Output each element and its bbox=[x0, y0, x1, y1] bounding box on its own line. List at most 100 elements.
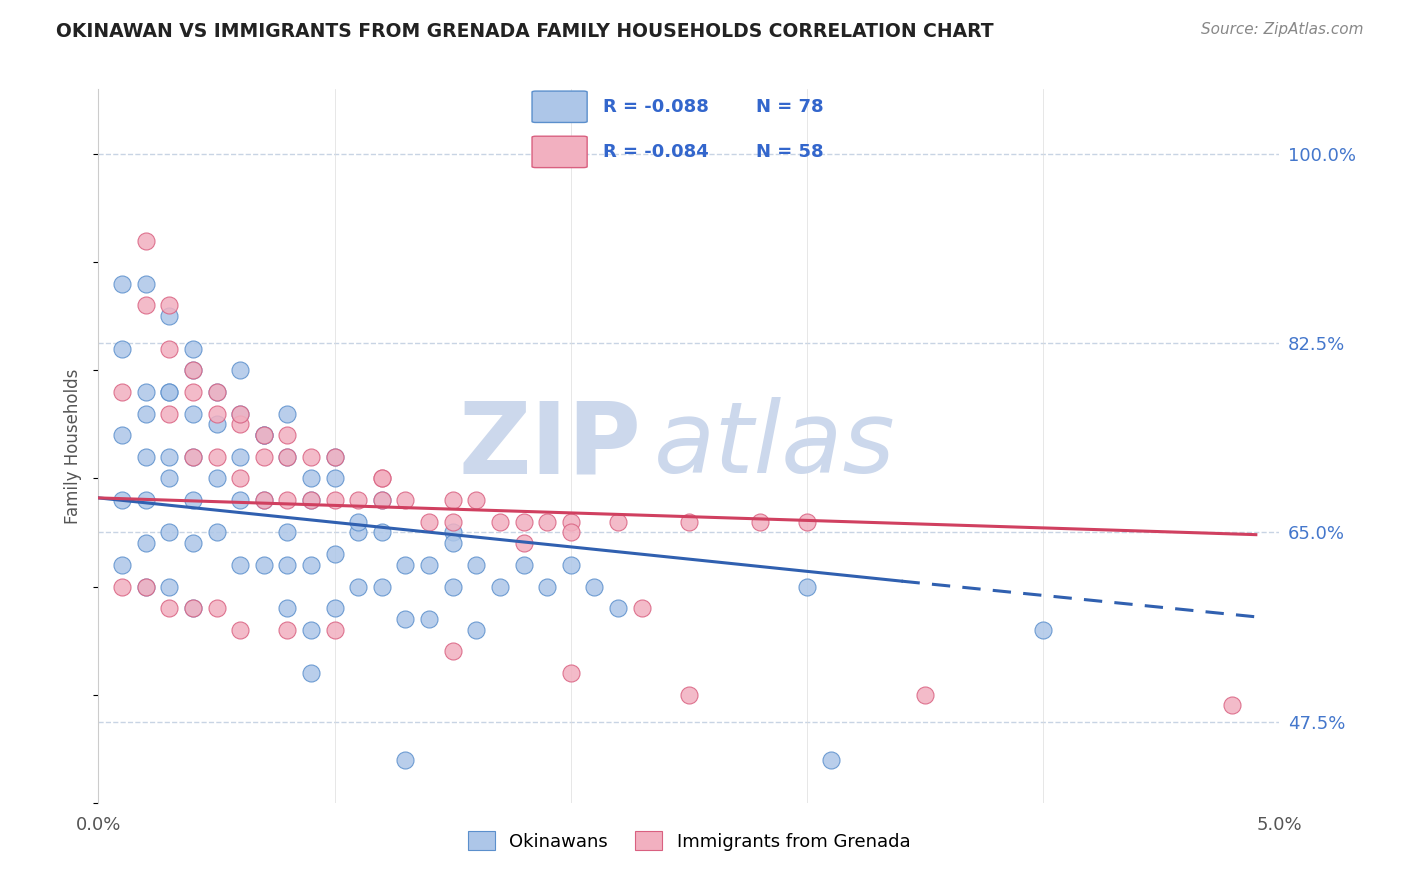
Point bbox=[205, 407, 228, 421]
Point bbox=[111, 580, 134, 594]
Point bbox=[157, 298, 180, 312]
Point bbox=[135, 580, 157, 594]
Y-axis label: Family Households: Family Households bbox=[65, 368, 83, 524]
Point bbox=[157, 525, 180, 540]
Point bbox=[394, 493, 416, 508]
Point bbox=[323, 450, 346, 464]
Point bbox=[181, 363, 204, 377]
Point bbox=[441, 493, 464, 508]
Point bbox=[512, 515, 534, 529]
Point bbox=[276, 601, 298, 615]
Point bbox=[229, 407, 252, 421]
Point bbox=[135, 580, 157, 594]
Point bbox=[418, 558, 440, 572]
Point bbox=[157, 601, 180, 615]
Point bbox=[536, 580, 558, 594]
Point bbox=[512, 558, 534, 572]
Point bbox=[205, 450, 228, 464]
Point bbox=[135, 536, 157, 550]
Point bbox=[253, 558, 276, 572]
Point bbox=[253, 428, 276, 442]
Point bbox=[347, 525, 370, 540]
Point bbox=[371, 493, 394, 508]
Point bbox=[441, 536, 464, 550]
Point bbox=[157, 310, 180, 324]
Text: R = -0.084: R = -0.084 bbox=[603, 143, 709, 161]
Point bbox=[229, 493, 252, 508]
Point bbox=[181, 450, 204, 464]
Point bbox=[181, 384, 204, 399]
Point bbox=[181, 363, 204, 377]
Point bbox=[1032, 623, 1054, 637]
Point bbox=[157, 384, 180, 399]
Point bbox=[299, 471, 322, 485]
Point bbox=[394, 612, 416, 626]
Point bbox=[512, 536, 534, 550]
Point bbox=[418, 612, 440, 626]
Point bbox=[205, 384, 228, 399]
Point bbox=[299, 450, 322, 464]
Point bbox=[276, 623, 298, 637]
Text: N = 58: N = 58 bbox=[756, 143, 824, 161]
Point bbox=[135, 493, 157, 508]
Text: OKINAWAN VS IMMIGRANTS FROM GRENADA FAMILY HOUSEHOLDS CORRELATION CHART: OKINAWAN VS IMMIGRANTS FROM GRENADA FAMI… bbox=[56, 22, 994, 41]
Point bbox=[560, 525, 582, 540]
Point bbox=[394, 753, 416, 767]
Point bbox=[371, 471, 394, 485]
Point bbox=[111, 428, 134, 442]
Point bbox=[229, 417, 252, 432]
Point bbox=[371, 493, 394, 508]
Point bbox=[441, 515, 464, 529]
Point bbox=[135, 298, 157, 312]
Point bbox=[323, 493, 346, 508]
Point bbox=[253, 428, 276, 442]
Point bbox=[347, 515, 370, 529]
Point bbox=[157, 342, 180, 356]
Point bbox=[299, 666, 322, 681]
Point bbox=[394, 558, 416, 572]
Point bbox=[229, 450, 252, 464]
Point bbox=[678, 688, 700, 702]
Point bbox=[253, 493, 276, 508]
Point bbox=[181, 407, 204, 421]
Point bbox=[323, 471, 346, 485]
Point bbox=[157, 580, 180, 594]
Point bbox=[111, 342, 134, 356]
Point bbox=[323, 547, 346, 561]
Point bbox=[229, 623, 252, 637]
Point bbox=[560, 666, 582, 681]
Point bbox=[135, 407, 157, 421]
Point bbox=[276, 407, 298, 421]
Point bbox=[157, 450, 180, 464]
Point bbox=[323, 601, 346, 615]
Point bbox=[276, 428, 298, 442]
Point bbox=[465, 493, 488, 508]
Point bbox=[111, 493, 134, 508]
Point bbox=[371, 525, 394, 540]
FancyBboxPatch shape bbox=[531, 91, 588, 122]
Point bbox=[229, 471, 252, 485]
Point bbox=[536, 515, 558, 529]
Point bbox=[157, 384, 180, 399]
Point bbox=[441, 644, 464, 658]
Point bbox=[489, 515, 512, 529]
Point bbox=[111, 277, 134, 291]
Legend: Okinawans, Immigrants from Grenada: Okinawans, Immigrants from Grenada bbox=[460, 824, 918, 858]
Text: R = -0.088: R = -0.088 bbox=[603, 98, 709, 116]
Point bbox=[253, 428, 276, 442]
Point bbox=[347, 493, 370, 508]
Point bbox=[181, 342, 204, 356]
Point bbox=[181, 601, 204, 615]
Point bbox=[607, 601, 630, 615]
FancyBboxPatch shape bbox=[531, 136, 588, 168]
Point bbox=[135, 384, 157, 399]
Point bbox=[489, 580, 512, 594]
Point bbox=[276, 558, 298, 572]
Text: ZIP: ZIP bbox=[458, 398, 641, 494]
Point bbox=[796, 515, 818, 529]
Point bbox=[820, 753, 842, 767]
Point bbox=[276, 450, 298, 464]
Point bbox=[371, 580, 394, 594]
Point bbox=[253, 493, 276, 508]
Point bbox=[1220, 698, 1243, 713]
